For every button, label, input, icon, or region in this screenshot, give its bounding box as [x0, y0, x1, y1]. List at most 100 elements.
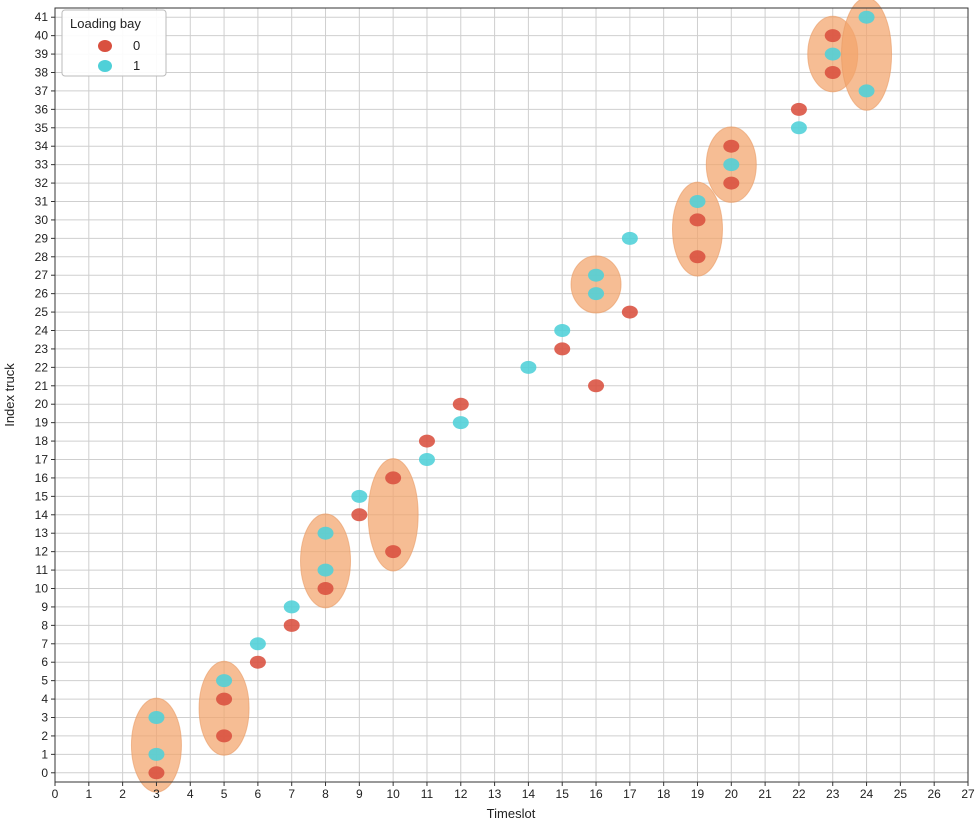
y-tick-label: 15: [35, 489, 49, 503]
data-point-bay-0: [621, 305, 638, 319]
grid-lines: [54, 8, 969, 782]
data-point-bay-0: [824, 29, 841, 43]
group-ellipse: [367, 458, 419, 572]
y-tick-label: 22: [35, 360, 49, 374]
data-point-bay-1: [148, 747, 165, 761]
y-tick-label: 16: [35, 471, 49, 485]
x-tick-label: 0: [52, 787, 59, 801]
y-tick-label: 19: [35, 416, 49, 430]
x-tick-label: 11: [421, 787, 434, 801]
y-tick-label: 27: [35, 268, 49, 282]
x-tick-label: 15: [556, 787, 570, 801]
data-point-bay-0: [385, 471, 402, 485]
data-point-bay-0: [554, 342, 571, 356]
data-point-bay-1: [317, 563, 334, 577]
y-tick-label: 17: [35, 453, 49, 467]
legend-marker-0: [98, 40, 112, 52]
y-tick-label: 13: [35, 526, 49, 540]
data-point-bay-1: [520, 360, 537, 374]
y-tick-label: 7: [41, 637, 48, 651]
y-tick-label: 20: [35, 397, 49, 411]
y-tick-label: 26: [35, 287, 49, 301]
data-point-bay-0: [283, 618, 300, 632]
x-tick-label: 4: [187, 787, 194, 801]
y-tick-label: 10: [35, 582, 49, 596]
data-point-bay-0: [723, 176, 740, 190]
legend-box: [61, 9, 167, 77]
y-tick-label: 33: [35, 158, 49, 172]
legend: Loading bay 0 1: [61, 9, 167, 77]
x-axis-title: Timeslot: [487, 806, 536, 821]
x-tick-label: 18: [657, 787, 671, 801]
y-tick-label: 8: [41, 618, 48, 632]
group-ellipses: [130, 0, 893, 793]
y-tick-label: 37: [35, 84, 49, 98]
y-tick-label: 18: [35, 434, 49, 448]
x-tick-label: 16: [589, 787, 603, 801]
data-point-bay-0: [216, 729, 233, 743]
data-point-bay-0: [824, 66, 841, 79]
data-point-bay-0: [317, 582, 334, 595]
x-tick-label: 27: [961, 787, 975, 801]
x-tick-label: 13: [488, 787, 502, 801]
group-ellipse: [130, 697, 182, 793]
y-tick-label: 14: [35, 508, 49, 522]
data-point-bay-1: [148, 711, 165, 724]
legend-label-1: 1: [133, 58, 140, 73]
data-point-bay-1: [283, 600, 300, 614]
legend-marker-1: [98, 60, 112, 72]
y-tick-label: 25: [35, 305, 49, 319]
y-axis-ticks: 0123456789101112131415161718192021222324…: [35, 10, 55, 780]
group-ellipse: [841, 0, 893, 111]
x-tick-label: 5: [221, 787, 228, 801]
group-ellipse: [570, 255, 622, 314]
legend-label-0: 0: [133, 38, 140, 53]
data-point-bay-1: [723, 158, 740, 172]
y-tick-label: 35: [35, 121, 49, 135]
group-ellipse: [198, 660, 250, 756]
x-tick-label: 22: [792, 787, 806, 801]
group-ellipse: [300, 513, 352, 609]
y-tick-label: 40: [35, 29, 49, 43]
data-point-bay-1: [858, 84, 875, 98]
data-point-bay-0: [148, 766, 165, 780]
x-axis-ticks: 0 1 2 3 4 5 6 7 8 9 10 11 12 13 14 15 16 17 18 19 20 21 22 23 24…: [52, 782, 975, 801]
x-tick-label: 2: [119, 787, 126, 801]
data-point-bay-0: [249, 655, 266, 669]
data-point-bay-1: [824, 47, 841, 61]
y-tick-label: 24: [35, 324, 49, 338]
y-tick-label: 28: [35, 250, 49, 264]
data-point-bay-1: [588, 268, 605, 282]
data-point-bay-1: [858, 10, 875, 24]
x-tick-label: 26: [928, 787, 942, 801]
data-point-bay-1: [418, 453, 435, 466]
x-tick-label: 8: [322, 787, 329, 801]
data-point-bay-1: [790, 121, 807, 135]
y-tick-label: 31: [35, 195, 49, 209]
data-point-bay-0: [689, 250, 706, 264]
x-tick-label: 19: [691, 787, 705, 801]
data-point-bay-1: [554, 324, 571, 337]
data-point-bay-0: [216, 692, 233, 706]
y-tick-label: 32: [35, 176, 49, 190]
y-tick-label: 3: [41, 711, 48, 725]
y-tick-label: 29: [35, 231, 49, 245]
plot-frame: [54, 7, 969, 783]
y-tick-label: 6: [41, 655, 48, 669]
data-point-bay-0: [418, 434, 435, 448]
x-tick-label: 3: [153, 787, 160, 801]
x-tick-label: 24: [860, 787, 874, 801]
y-tick-label: 4: [41, 692, 48, 706]
data-point-bay-1: [216, 674, 233, 688]
data-points: [148, 10, 875, 780]
y-tick-label: 5: [41, 674, 48, 688]
data-point-bay-0: [723, 139, 740, 153]
legend-title: Loading bay: [70, 16, 141, 31]
plot-background: [55, 8, 968, 782]
y-tick-label: 30: [35, 213, 49, 227]
x-tick-label: 10: [386, 787, 400, 801]
data-point-bay-0: [385, 545, 402, 559]
y-tick-label: 34: [35, 139, 49, 153]
y-tick-label: 21: [35, 379, 49, 393]
